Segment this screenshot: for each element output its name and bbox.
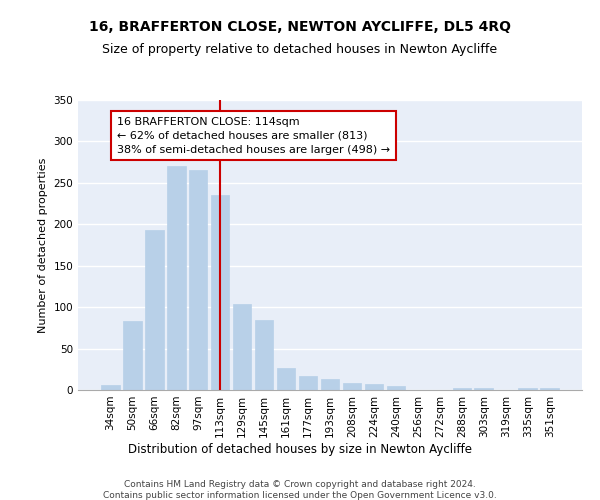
- Text: Contains public sector information licensed under the Open Government Licence v3: Contains public sector information licen…: [103, 491, 497, 500]
- Text: 16 BRAFFERTON CLOSE: 114sqm
← 62% of detached houses are smaller (813)
38% of se: 16 BRAFFERTON CLOSE: 114sqm ← 62% of det…: [117, 116, 390, 154]
- Bar: [299, 376, 317, 390]
- Bar: [145, 230, 164, 390]
- Y-axis label: Number of detached properties: Number of detached properties: [38, 158, 48, 332]
- Bar: [386, 386, 405, 390]
- Bar: [189, 170, 208, 390]
- Bar: [320, 379, 340, 390]
- Bar: [101, 385, 119, 390]
- Text: 16, BRAFFERTON CLOSE, NEWTON AYCLIFFE, DL5 4RQ: 16, BRAFFERTON CLOSE, NEWTON AYCLIFFE, D…: [89, 20, 511, 34]
- Bar: [475, 388, 493, 390]
- Text: Size of property relative to detached houses in Newton Aycliffe: Size of property relative to detached ho…: [103, 42, 497, 56]
- Bar: [343, 382, 361, 390]
- Bar: [123, 321, 142, 390]
- Bar: [452, 388, 471, 390]
- Bar: [255, 320, 274, 390]
- Bar: [277, 368, 295, 390]
- Bar: [233, 304, 251, 390]
- Bar: [518, 388, 537, 390]
- Text: Contains HM Land Registry data © Crown copyright and database right 2024.: Contains HM Land Registry data © Crown c…: [124, 480, 476, 489]
- Text: Distribution of detached houses by size in Newton Aycliffe: Distribution of detached houses by size …: [128, 442, 472, 456]
- Bar: [541, 388, 559, 390]
- Bar: [167, 166, 185, 390]
- Bar: [365, 384, 383, 390]
- Bar: [211, 196, 229, 390]
